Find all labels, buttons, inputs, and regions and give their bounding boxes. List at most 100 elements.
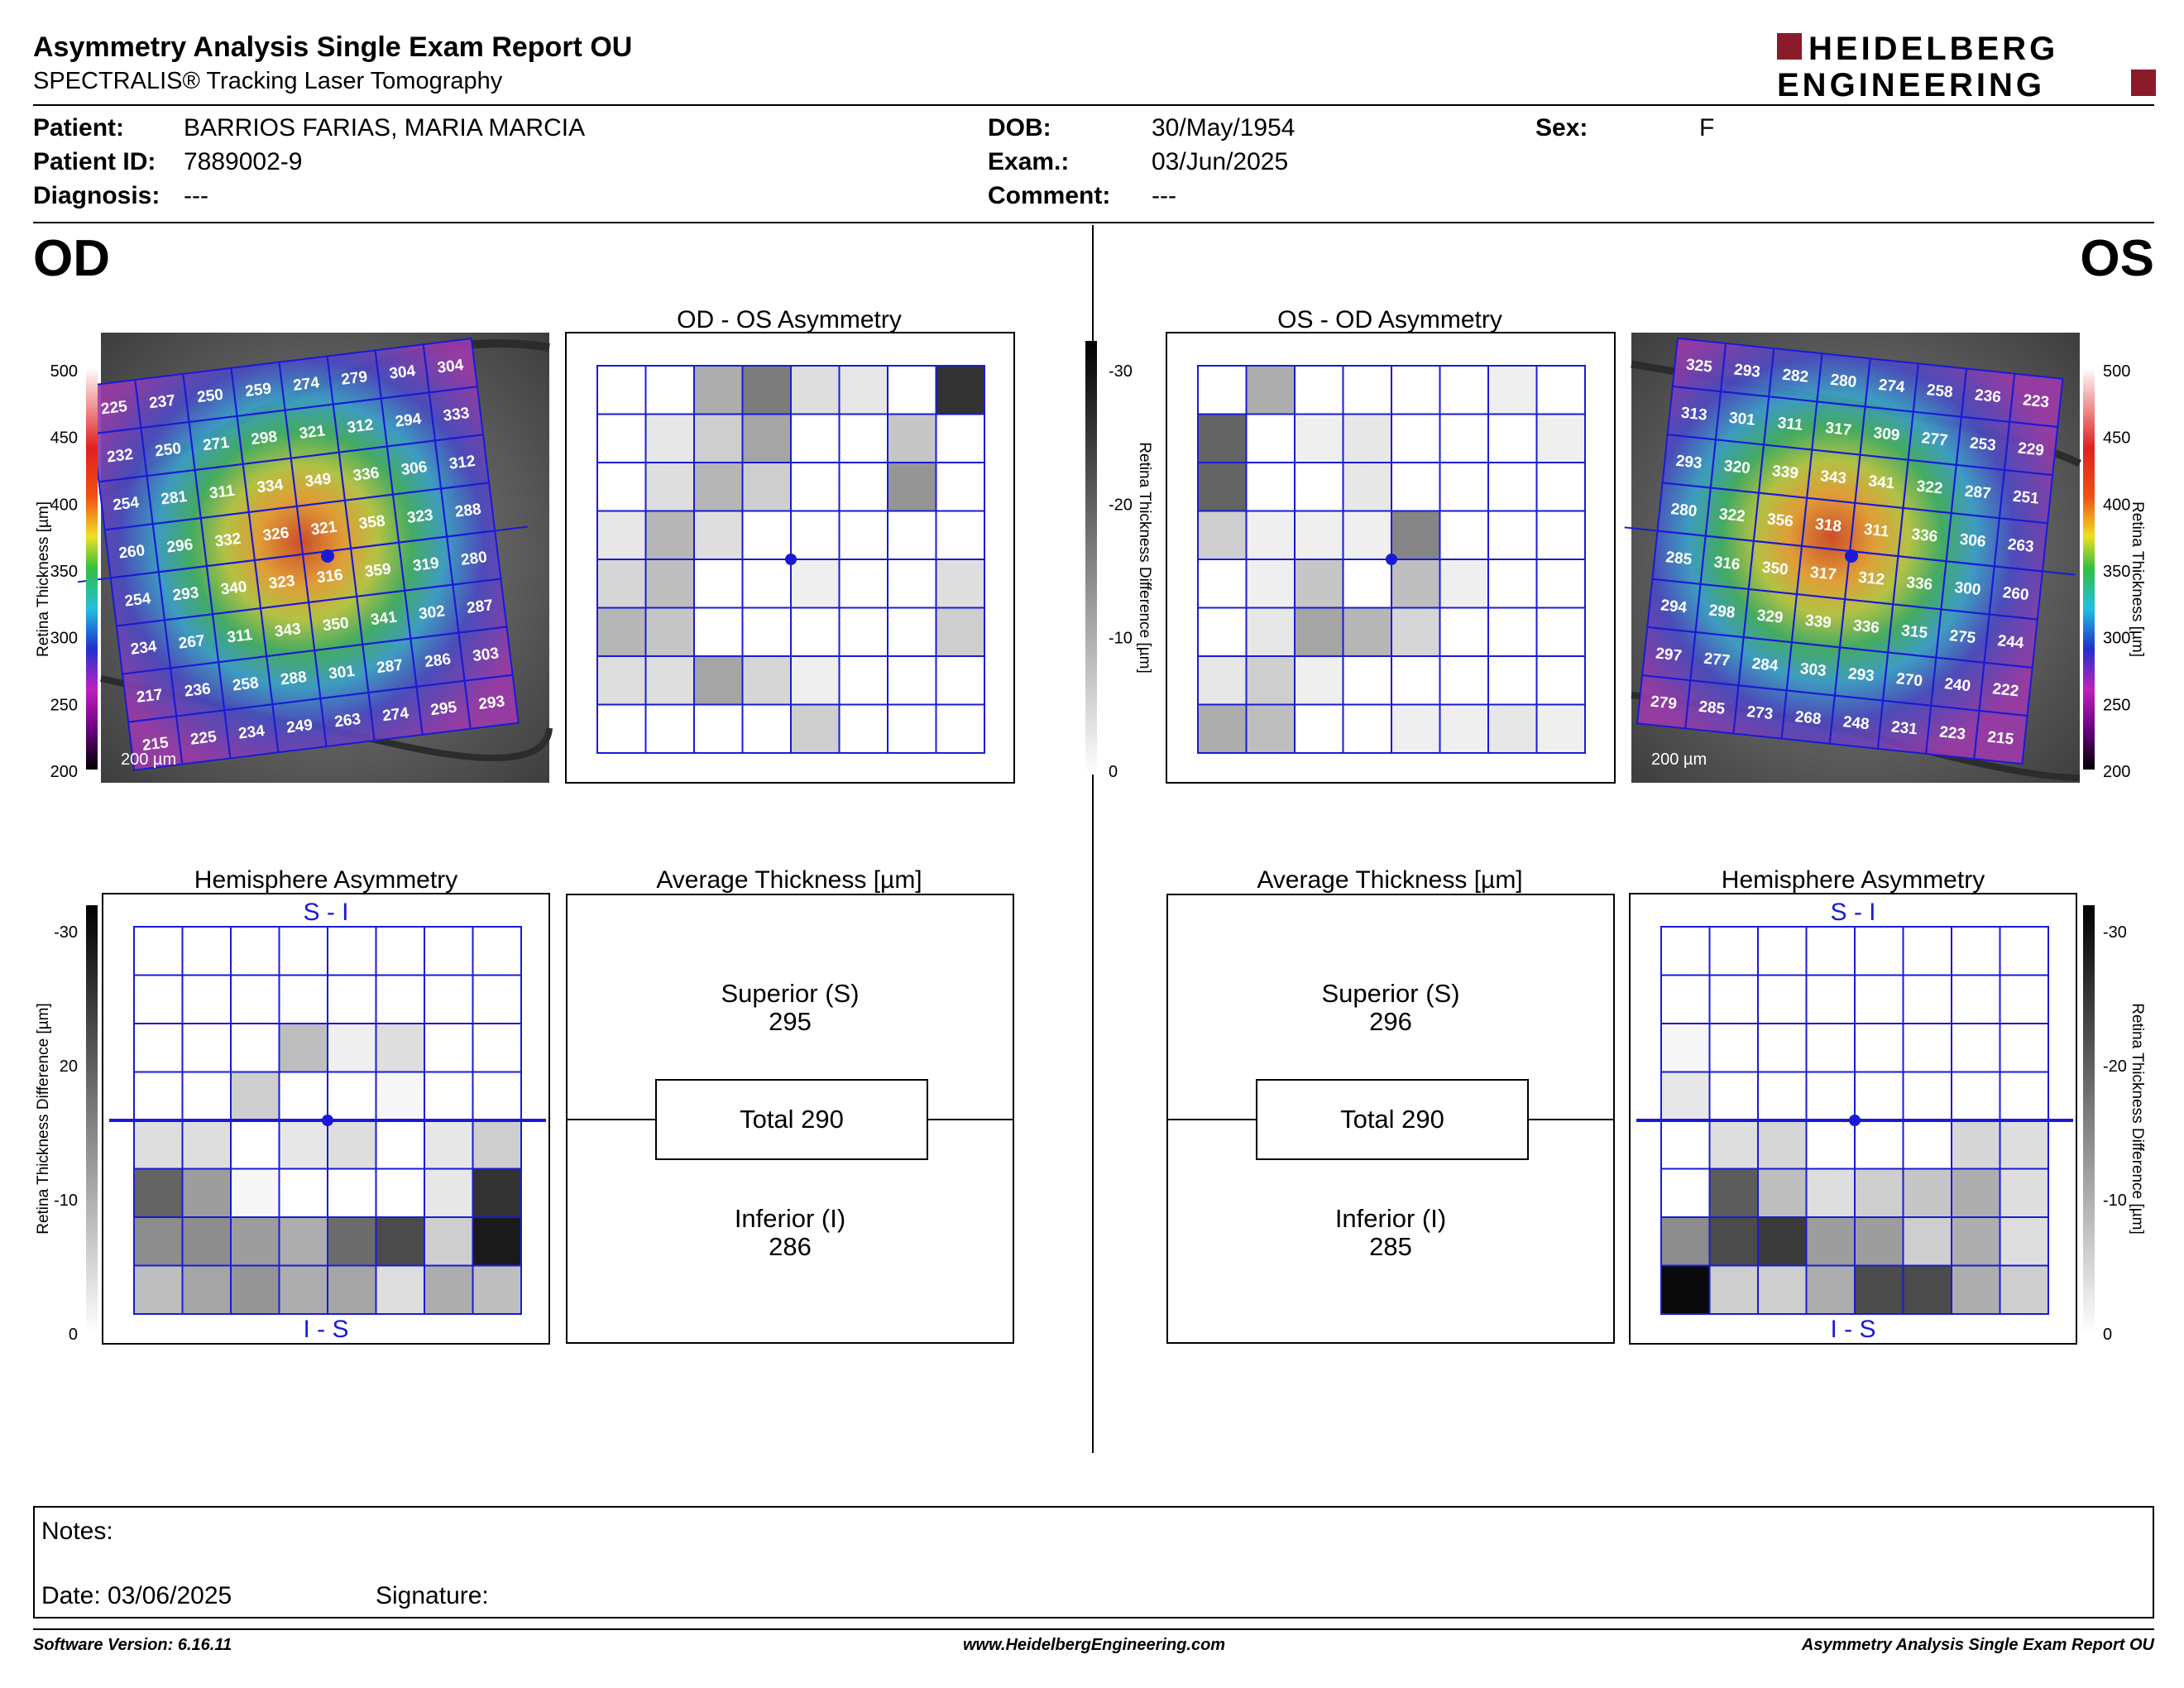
od-thickness-value: 316: [316, 567, 344, 587]
od-hemi-cell: [181, 1216, 232, 1267]
os-thickness-value: 270: [1895, 670, 1923, 690]
od-thickness-value: 293: [477, 693, 505, 713]
os-thickness-value: 315: [1900, 622, 1928, 642]
os-thickness-value: 251: [2012, 488, 2040, 508]
os-hemi-cell: [1757, 926, 1808, 976]
os-hemi-cell: [1854, 1120, 1904, 1170]
od-hemi-cell: [472, 974, 522, 1024]
notes-box[interactable]: Notes: Date: 03/06/2025 Signature:: [33, 1506, 2154, 1618]
os-thickness-value: 317: [1824, 420, 1852, 439]
od-hemi-cell: [278, 1168, 328, 1218]
comment-value: ---: [1152, 182, 1176, 209]
od-os-asym-cell: [693, 462, 744, 512]
os-od-asym-cell: [1487, 703, 1538, 754]
od-hemi-cell: [133, 1120, 184, 1170]
patient-id: 7889002-9: [184, 148, 303, 175]
od-hemi-cell: [133, 1168, 184, 1218]
od-hemi-cell: [424, 974, 474, 1024]
od-thickness-value: 349: [304, 470, 333, 491]
od-hemi-cell: [181, 926, 232, 976]
os-thickness-value: 277: [1921, 429, 1949, 449]
od-os-asym-cell: [693, 703, 744, 754]
od-os-asym-center-dot: [785, 554, 797, 565]
os-thickness-value: 293: [1675, 453, 1703, 472]
footer-report-name: Asymmetry Analysis Single Exam Report OU: [1801, 1636, 2154, 1654]
od-hemi-cell: [230, 1168, 280, 1218]
os-od-asym-cell: [1439, 413, 1489, 463]
os-hemi-cell: [1660, 1216, 1711, 1267]
od-thickness-value: 249: [285, 717, 314, 737]
os-thickness-value: 260: [2002, 584, 2030, 604]
od-os-asym-cell: [596, 365, 647, 415]
os-od-asym-cell: [1197, 365, 1248, 415]
os-thickness-value: 275: [1948, 627, 1976, 647]
os-hemi-cell: [1902, 1264, 1952, 1315]
header-divider: [33, 104, 2154, 106]
od-thickness-value: 281: [160, 488, 188, 509]
exam-label: Exam.:: [988, 148, 1070, 175]
os-thickness-value: 329: [1756, 607, 1784, 627]
eye-label-od: OD: [33, 230, 110, 287]
od-os-asym-cell: [887, 413, 937, 463]
os-thickness-axis-label: Retina Thickness [µm]: [2129, 501, 2146, 657]
os-thickness-value: 282: [1781, 367, 1809, 386]
os-hemi-cell: [1999, 1071, 2049, 1121]
od-thickness-value: 232: [106, 446, 134, 467]
od-thickness-value: 280: [460, 549, 488, 569]
od-hemi-cell: [327, 926, 377, 976]
exam-value: 03/Jun/2025: [1152, 148, 1289, 175]
os-hemi-cell: [1999, 1216, 2049, 1267]
os-thickness-value: 274: [1878, 376, 1906, 396]
od-thickness-value: 274: [381, 705, 410, 726]
logo-square-bottom: [2131, 70, 2156, 96]
hemi-os-title: Hemisphere Asymmetry: [1721, 866, 1985, 894]
os-od-asym-cell: [1439, 655, 1489, 706]
od-thickness-map: 225 237 250 259 274 279 304 304 232 250 271 298 321 3…: [77, 333, 553, 783]
od-os-asym-cell: [790, 607, 841, 657]
od-thickness-tick: 400: [50, 496, 78, 514]
od-thickness-value: 260: [117, 542, 146, 563]
os-si-label: S - I: [1830, 899, 1875, 926]
os-od-asym-cell: [1439, 559, 1489, 609]
os-hemi-diff-tick: -30: [2103, 923, 2127, 942]
od-hemi-cell: [375, 1216, 425, 1267]
sex-label: Sex:: [1535, 114, 1588, 141]
od-hemi-cell: [181, 1023, 232, 1073]
os-od-asym-cell: [1487, 607, 1538, 657]
od-thickness-value: 279: [340, 368, 368, 389]
os-od-asym-cell: [1294, 365, 1344, 415]
os-hemi-cell: [1708, 1120, 1759, 1170]
od-hemi-cell: [327, 1023, 377, 1073]
od-thickness-value: 321: [298, 422, 326, 443]
od-hemi-cell: [375, 1168, 425, 1218]
os-hemi-cell: [1805, 1071, 1856, 1121]
od-os-asym-cell: [935, 462, 985, 512]
od-thickness-value: 303: [472, 645, 500, 665]
os-thickness-value: 293: [1847, 665, 1875, 685]
od-hemi-cell: [278, 926, 328, 976]
od-os-asym-cell: [887, 510, 937, 560]
os-hemi-cell: [1951, 1120, 2001, 1170]
os-thickness-value: 336: [1905, 574, 1933, 594]
os-od-asym-cell: [1391, 559, 1441, 609]
os-thickness-value: 223: [1938, 723, 1966, 743]
os-od-asym-cell: [1391, 462, 1441, 512]
os-hemi-cell: [1660, 1168, 1711, 1218]
od-os-asym-cell: [644, 559, 695, 609]
os-thickness-colorbar: [2083, 367, 2095, 770]
od-os-asym-cell: [935, 510, 985, 560]
os-od-asym-cell: [1535, 413, 1586, 463]
os-average-thickness-box: Superior (S) 296 Total 290 Inferior (I) …: [1166, 894, 1615, 1344]
od-thickness-value: 271: [202, 434, 230, 455]
od-os-asym-cell: [693, 559, 744, 609]
os-thickness-value: 303: [1799, 660, 1827, 680]
os-is-label: I - S: [1830, 1316, 1875, 1343]
od-hemi-cell: [327, 1264, 377, 1315]
od-thickness-value: 274: [292, 374, 320, 395]
od-thickness-value: 359: [364, 560, 392, 581]
os-thickness-value: 268: [1794, 708, 1822, 728]
od-hemi-cell: [133, 1264, 184, 1315]
os-od-asym-center-dot: [1386, 554, 1397, 565]
website-link[interactable]: www.HeidelbergEngineering.com: [963, 1636, 1226, 1654]
